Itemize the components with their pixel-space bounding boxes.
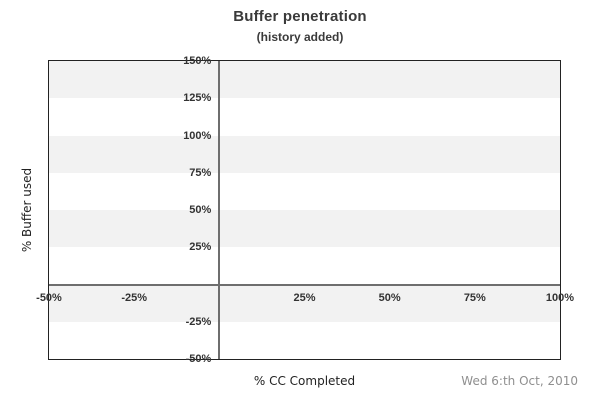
x-tick-label: 50% bbox=[378, 291, 401, 304]
x-tick-label: -50% bbox=[36, 291, 62, 304]
zero-line-horizontal bbox=[49, 283, 560, 286]
x-tick-label: 25% bbox=[293, 291, 316, 304]
y-tick-label: 25% bbox=[189, 241, 212, 254]
chart-subtitle: (history added) bbox=[256, 30, 344, 44]
y-tick-label: 125% bbox=[183, 92, 212, 105]
y-tick-label: 100% bbox=[183, 129, 212, 142]
x-tick-label: -25% bbox=[121, 291, 147, 304]
y-tick-label: -25% bbox=[185, 315, 212, 328]
y-tick-label: 50% bbox=[189, 204, 212, 216]
chart-date: Wed 6:th Oct, 2010 bbox=[461, 374, 578, 388]
grid-band bbox=[49, 61, 560, 99]
zero-line-vertical bbox=[218, 61, 221, 359]
y-axis-label: % Buffer used bbox=[20, 167, 34, 253]
y-tick-label: 150% bbox=[183, 55, 212, 67]
y-tick-label: 75% bbox=[189, 166, 212, 179]
chart-title: Buffer penetration bbox=[233, 8, 367, 25]
plot-area: 150% 125% 100% 75% 50% 25% -25% -50% -50% -25% 25%… bbox=[36, 55, 574, 365]
x-tick-label: 100% bbox=[545, 291, 575, 304]
x-tick-label: 75% bbox=[463, 291, 486, 304]
grid-band bbox=[49, 284, 560, 322]
y-tick-label: -50% bbox=[185, 353, 212, 365]
grid-band bbox=[49, 210, 560, 248]
grid-band bbox=[49, 135, 560, 173]
x-axis-label: % CC Completed bbox=[253, 374, 356, 388]
